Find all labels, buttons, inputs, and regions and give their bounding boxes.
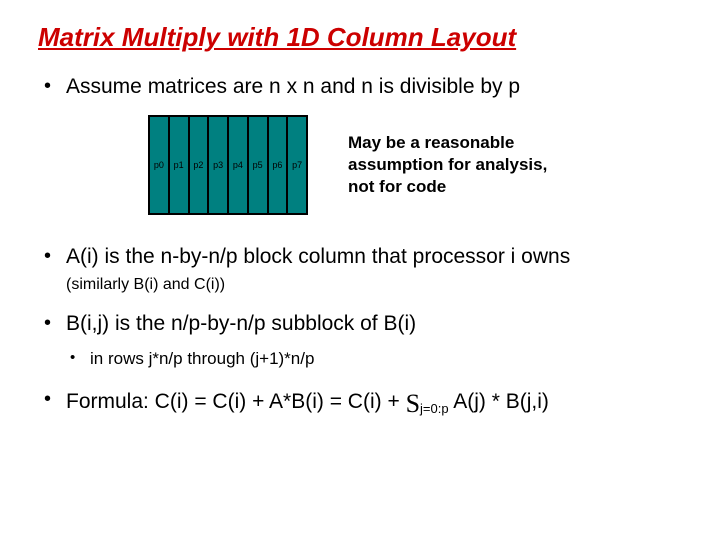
bullet-bij-sub: in rows j*n/p through (j+1)*n/p xyxy=(38,348,682,370)
bullet-list: Assume matrices are n x n and n is divis… xyxy=(38,73,682,101)
matrix-col-p0: p0 xyxy=(150,117,170,213)
bullet-assume: Assume matrices are n x n and n is divis… xyxy=(38,73,682,101)
formula-subscript: j=0:p xyxy=(420,401,449,416)
matrix-col-p6: p6 xyxy=(269,117,289,213)
matrix-col-p7: p7 xyxy=(288,117,306,213)
diagram-row: p0 p1 p2 p3 p4 p5 p6 p7 May be a reasona… xyxy=(148,115,682,215)
bullet-ai-note: (similarly B(i) and C(i)) xyxy=(38,276,682,294)
formula-prefix: Formula: C(i) = C(i) + A*B(i) = C(i) + xyxy=(66,390,406,413)
matrix-col-p1: p1 xyxy=(170,117,190,213)
bullet-list-2: A(i) is the n-by-n/p block column that p… xyxy=(38,243,682,271)
bullet-list-4: Formula: C(i) = C(i) + A*B(i) = C(i) + S… xyxy=(38,386,682,421)
aside-note: May be a reasonable assumption for analy… xyxy=(348,132,578,198)
sigma-icon: S xyxy=(406,389,420,418)
bullet-bij: B(i,j) is the n/p-by-n/p subblock of B(i… xyxy=(38,310,682,338)
matrix-col-p5: p5 xyxy=(249,117,269,213)
matrix-diagram: p0 p1 p2 p3 p4 p5 p6 p7 xyxy=(148,115,308,215)
bullet-list-3: B(i,j) is the n/p-by-n/p subblock of B(i… xyxy=(38,310,682,338)
matrix-col-p4: p4 xyxy=(229,117,249,213)
formula-suffix: A(j) * B(j,i) xyxy=(449,390,549,413)
matrix-col-p2: p2 xyxy=(190,117,210,213)
matrix-col-p3: p3 xyxy=(209,117,229,213)
bullet-ai: A(i) is the n-by-n/p block column that p… xyxy=(38,243,682,271)
bullet-formula: Formula: C(i) = C(i) + A*B(i) = C(i) + S… xyxy=(38,386,682,421)
slide-title: Matrix Multiply with 1D Column Layout xyxy=(38,22,682,53)
